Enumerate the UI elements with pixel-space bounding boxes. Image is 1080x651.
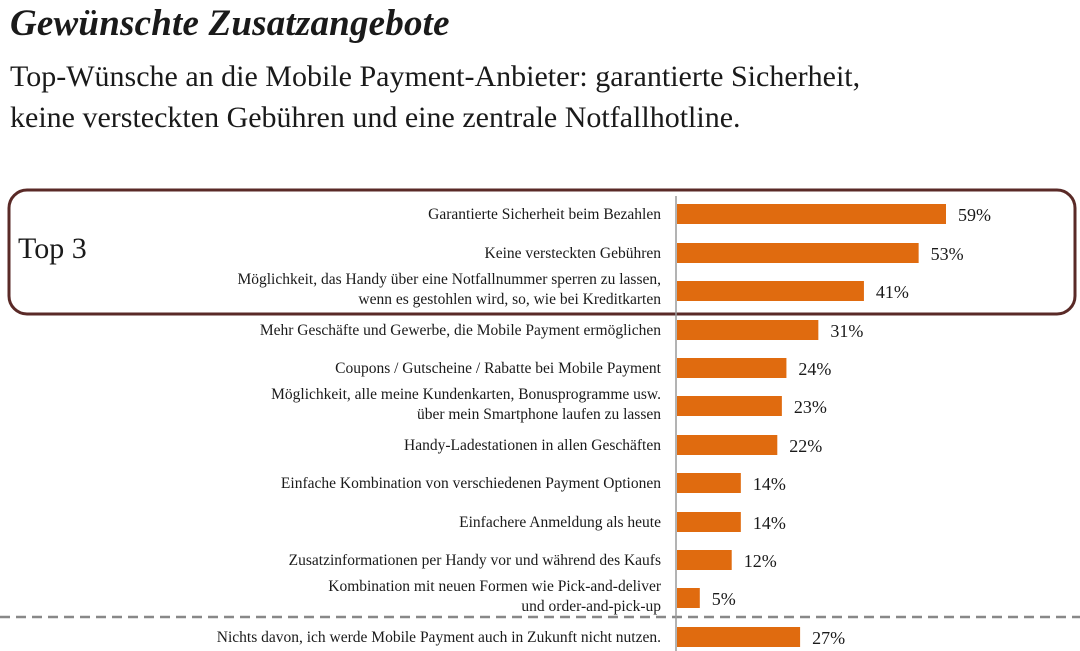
category-label-12: Nichts davon, ich werde Mobile Payment a…	[217, 629, 661, 646]
bar-8	[677, 473, 741, 493]
bar-1	[677, 204, 946, 224]
category-label-5: Coupons / Gutscheine / Rabatte bei Mobil…	[335, 360, 662, 377]
bar-7	[677, 435, 778, 455]
value-label-7: 22%	[789, 436, 822, 456]
category-label-11-line-2: und order-and-pick-up	[521, 598, 661, 615]
category-label-9: Einfachere Anmeldung als heute	[459, 514, 661, 531]
value-label-10: 12%	[744, 551, 777, 571]
bar-3	[677, 281, 864, 301]
value-label-3: 41%	[876, 282, 909, 302]
category-label-4: Mehr Geschäfte und Gewerbe, die Mobile P…	[260, 322, 661, 339]
category-label-6-line-2: über mein Smartphone laufen zu lassen	[417, 406, 661, 423]
value-label-1: 59%	[958, 205, 991, 225]
category-label-10: Zusatzinformationen per Handy vor und wä…	[289, 552, 661, 569]
value-label-11: 5%	[712, 589, 736, 609]
value-label-6: 23%	[794, 397, 827, 417]
top-3-frame	[7, 188, 1077, 316]
category-label-7: Handy-Ladestationen in allen Geschäften	[404, 437, 661, 454]
category-label-2: Keine versteckten Gebühren	[485, 245, 662, 262]
category-label-6-line-1: Möglichkeit, alle meine Kundenkarten, Bo…	[271, 386, 661, 403]
bar-5	[677, 358, 787, 378]
chart-subtitle-line-1: Top-Wünsche an die Mobile Payment-Anbiet…	[10, 60, 861, 93]
chart-subtitle-line-2: keine versteckten Gebühren und eine zent…	[10, 101, 741, 134]
bar-10	[677, 550, 732, 570]
category-label-8: Einfache Kombination von verschiedenen P…	[281, 475, 661, 492]
value-label-9: 14%	[753, 513, 786, 533]
chart-title: Gewünschte Zusatzangebote	[10, 3, 450, 44]
value-label-2: 53%	[931, 244, 964, 264]
bar-2	[677, 243, 919, 263]
value-label-8: 14%	[753, 474, 786, 494]
bar-12	[677, 627, 801, 647]
value-label-4: 31%	[830, 321, 863, 341]
category-label-1: Garantierte Sicherheit beim Bezahlen	[428, 206, 661, 223]
bar-6	[677, 396, 782, 416]
category-label-11-line-1: Kombination mit neuen Formen wie Pick-an…	[328, 578, 662, 595]
category-label-3-line-1: Möglichkeit, das Handy über eine Notfall…	[237, 271, 661, 288]
value-label-12: 27%	[812, 628, 845, 648]
bar-11	[677, 588, 700, 608]
category-label-3-line-2: wenn es gestohlen wird, so, wie bei Kred…	[358, 291, 661, 308]
bar-9	[677, 512, 741, 532]
bar-4	[677, 320, 819, 340]
value-label-5: 24%	[798, 359, 831, 379]
top-3-label: Top 3	[18, 232, 87, 265]
